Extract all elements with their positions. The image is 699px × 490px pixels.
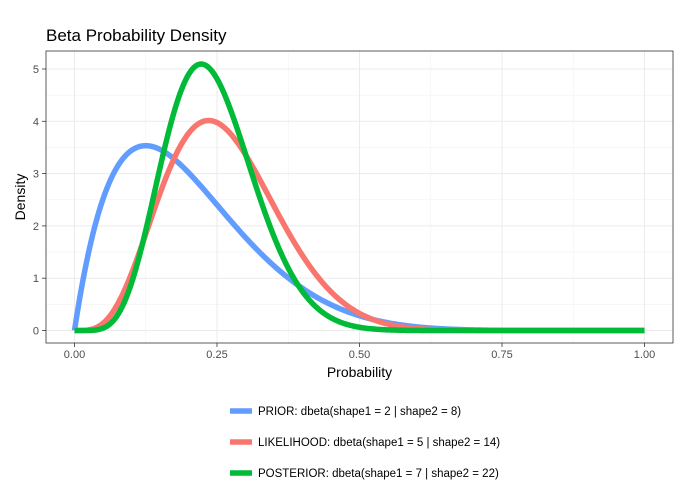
x-tick-label: 0.75 xyxy=(491,349,512,361)
posterior-curve xyxy=(73,61,646,334)
grid-lines xyxy=(46,51,673,343)
x-tick-label: 1.00 xyxy=(634,349,655,361)
x-tick-label: 0.00 xyxy=(64,349,85,361)
y-tick-label: 2 xyxy=(33,221,39,233)
legend-label-prior: PRIOR: dbeta(shape1 = 2 | shape2 = 8) xyxy=(258,406,461,418)
legend: PRIOR: dbeta(shape1 = 2 | shape2 = 8) LIK… xyxy=(230,406,500,480)
y-axis-title: Density xyxy=(12,174,28,221)
y-tick-label: 1 xyxy=(33,273,39,285)
y-tick-label: 0 xyxy=(33,326,39,338)
x-tick-label: 0.25 xyxy=(206,349,227,361)
y-tick-label: 3 xyxy=(33,169,39,181)
series-lines xyxy=(71,61,646,334)
legend-label-posterior: POSTERIOR: dbeta(shape1 = 7 | shape2 = 2… xyxy=(258,468,499,480)
x-axis-title: Probability xyxy=(327,364,392,380)
y-tick-label: 4 xyxy=(33,116,39,128)
chart-title: Beta Probability Density xyxy=(46,26,227,45)
x-tick-label: 0.50 xyxy=(349,349,370,361)
y-tick-label: 5 xyxy=(33,64,39,76)
legend-label-likelihood: LIKELIHOOD: dbeta(shape1 = 5 | shape2 = … xyxy=(258,437,500,449)
axis-ticks: 0.00 0.25 0.50 0.75 1.00 0 1 2 3 4 5 xyxy=(33,64,655,361)
